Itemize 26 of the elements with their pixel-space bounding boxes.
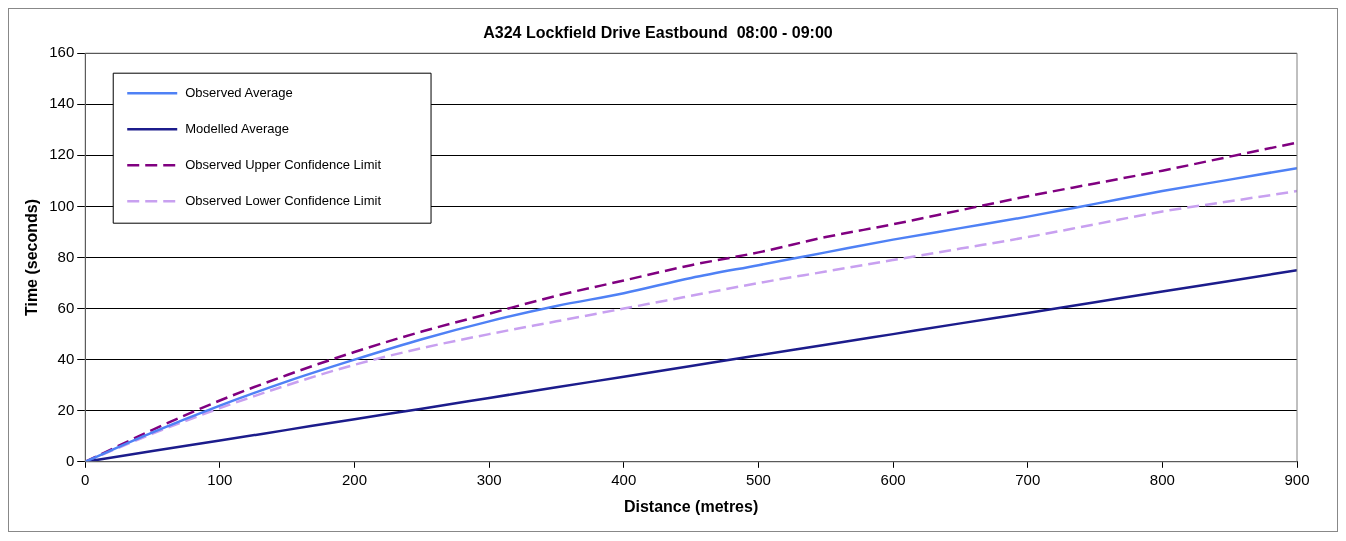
legend-label: Observed Average [185,84,293,100]
y-tick-label: 0 [65,451,75,469]
y-tick-label: 20 [57,400,75,418]
y-tick-label: 40 [57,349,75,367]
legend-label: Modelled Average [185,120,290,136]
y-tick-label: 80 [57,247,75,265]
x-axis-title: Distance (metres) [623,497,759,515]
x-tick-label: 900 [1284,470,1310,488]
x-tick-label: 700 [1015,470,1041,488]
y-tick-label: 60 [57,298,75,316]
x-tick-label: 300 [476,470,502,488]
y-axis-title: Time (seconds) [23,198,41,317]
y-tick-label: 100 [49,196,75,214]
x-tick-label: 200 [341,470,368,488]
x-tick-label: 400 [611,470,637,488]
x-tick-label: 500 [745,470,771,488]
chart-title: A324 Lockfield Drive Eastbound 08:00 - 09:00 [483,24,833,42]
legend-label: Observed Lower Confidence Limit [185,192,382,208]
y-tick-label: 140 [49,94,75,112]
y-tick-label: 160 [49,43,75,61]
legend-label: Observed Upper Confidence Limit [185,156,382,172]
x-tick-label: 600 [880,470,906,488]
x-tick-label: 800 [1149,470,1175,488]
x-tick-label: 0 [81,470,90,488]
x-tick-label: 100 [207,470,233,488]
y-tick-label: 120 [49,145,75,163]
